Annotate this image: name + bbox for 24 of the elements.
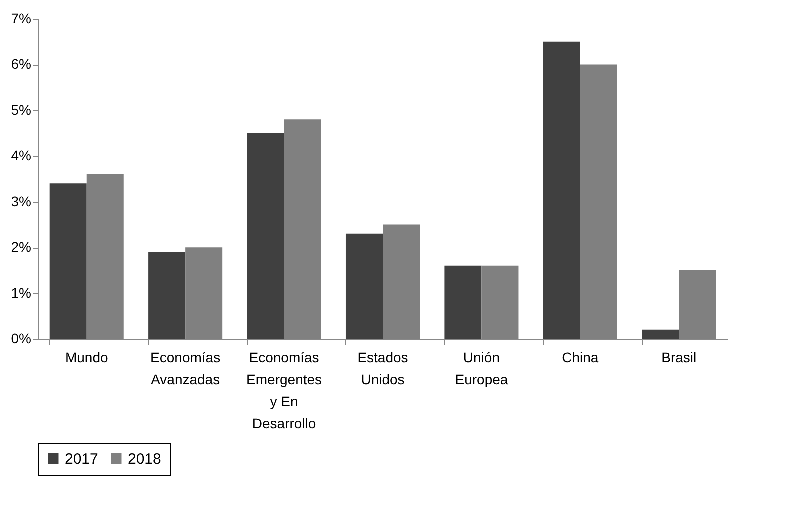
y-tick-label: 3% xyxy=(11,193,32,210)
legend-label: 2018 xyxy=(128,450,162,468)
x-tick-label: Brasil xyxy=(662,350,697,366)
y-tick-label: 6% xyxy=(11,56,32,72)
bar xyxy=(148,252,186,339)
y-tick-label: 2% xyxy=(11,239,32,256)
x-tick-label: Mundo xyxy=(65,350,108,366)
x-tick-label: China xyxy=(562,350,599,366)
bar xyxy=(247,133,284,339)
x-tick-label: Economías Avanzadas xyxy=(150,350,221,388)
y-tick-label: 4% xyxy=(11,148,32,164)
y-tick-label: 0% xyxy=(11,330,32,346)
y-tick-label: 1% xyxy=(11,284,32,301)
y-tick-label: 5% xyxy=(11,102,32,118)
bar xyxy=(444,266,482,339)
x-tick-label: Economías Emergentes y En Desarrollo xyxy=(246,350,322,432)
x-tick-label: Estados Unidos xyxy=(358,350,408,388)
x-tick-label: Unión Europea xyxy=(455,350,508,388)
bar xyxy=(543,42,580,339)
bar xyxy=(642,330,680,339)
bar xyxy=(346,234,383,339)
bar xyxy=(50,184,87,339)
legend-label: 2017 xyxy=(65,450,98,468)
y-tick-label: 7% xyxy=(11,10,32,26)
